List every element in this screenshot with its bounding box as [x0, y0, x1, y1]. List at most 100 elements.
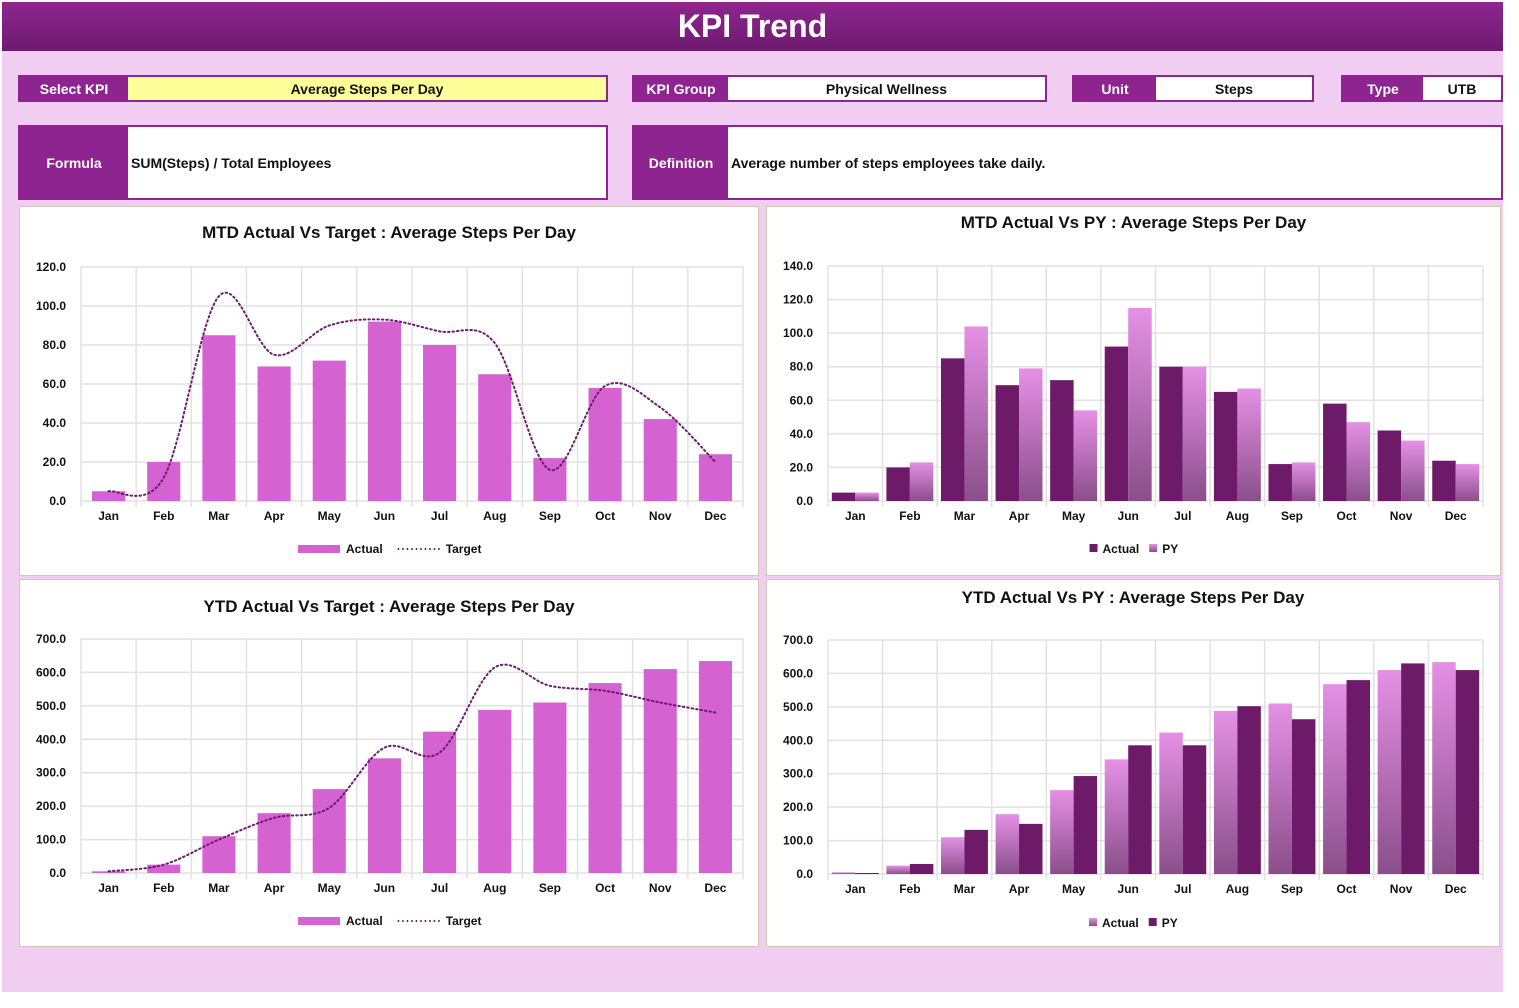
bar-actual [643, 419, 677, 501]
dashboard: KPI Trend Select KPI Average Steps Per D… [2, 2, 1503, 992]
bar-py [909, 462, 934, 501]
x-tick-label: Jun [374, 509, 395, 523]
unit-field: Unit Steps [1072, 75, 1314, 102]
y-tick-label: 200.0 [36, 799, 66, 813]
select-kpi-dropdown[interactable]: Average Steps Per Day [128, 77, 606, 100]
bar-actual [1268, 464, 1292, 501]
x-tick-label: Nov [649, 881, 672, 895]
bar-actual [1323, 684, 1347, 874]
x-tick-label: Jun [1118, 509, 1139, 523]
legend-swatch-actual [298, 545, 340, 553]
bar-py [1019, 368, 1043, 501]
y-tick-label: 600.0 [36, 665, 66, 679]
kpi-group-value: Physical Wellness [728, 77, 1045, 100]
definition-value: Average number of steps employees take d… [728, 127, 1501, 198]
chart-canvas: 0.0 20.0 40.0 60.0 80.0 100.0 120.0 140.0 Jan Feb… [783, 259, 1484, 556]
y-tick-label: 700.0 [783, 633, 813, 647]
bar-actual [995, 814, 1020, 874]
x-tick-label: Jan [845, 882, 866, 896]
bar-actual [1377, 430, 1402, 501]
chart-canvas: 0.0 20.0 40.0 60.0 80.0 100.0 120.0 Jan Feb Mar Ap… [36, 260, 744, 556]
line-target [107, 292, 717, 497]
bar-py [1401, 440, 1425, 501]
definition-label: Definition [648, 154, 714, 171]
x-tick-label: Aug [1226, 509, 1249, 523]
x-tick-label: Apr [264, 509, 285, 523]
x-tick-label: Dec [704, 881, 726, 895]
y-tick-label: 60.0 [43, 377, 67, 391]
bar-actual [533, 702, 567, 873]
legend-label: PY [1162, 916, 1178, 930]
bar-actual [940, 837, 965, 874]
unit-value: Steps [1156, 77, 1312, 100]
bar-actual [1104, 759, 1129, 874]
x-tick-label: May [1062, 882, 1086, 896]
y-tick-label: 120.0 [783, 293, 813, 307]
x-tick-label: Sep [1281, 509, 1303, 523]
unit-label: Unit [1101, 80, 1129, 97]
y-tick-label: 0.0 [796, 867, 813, 881]
x-tick-label: Jul [1174, 882, 1191, 896]
y-tick-label: 0.0 [49, 866, 66, 880]
chart-title: MTD Actual Vs PY : Average Steps Per Day [960, 213, 1307, 232]
bar-py [1291, 462, 1316, 501]
x-tick-label: Apr [1009, 509, 1030, 523]
bar-py [855, 872, 879, 874]
x-tick-label: May [318, 509, 342, 523]
y-tick-label: 500.0 [36, 699, 66, 713]
bar-actual [698, 661, 732, 873]
bar-actual [886, 467, 910, 501]
x-tick-label: Sep [1281, 882, 1303, 896]
legend-label: Actual [346, 914, 383, 928]
chart-title: YTD Actual Vs PY : Average Steps Per Day [961, 588, 1305, 607]
bar-py [964, 829, 988, 874]
bar-actual [1104, 346, 1129, 501]
x-tick-label: Apr [1009, 882, 1030, 896]
x-tick-label: Oct [1337, 509, 1357, 523]
bar-actual [312, 789, 346, 873]
line-target [107, 663, 717, 873]
legend-swatch-py [1149, 544, 1158, 552]
bar-actual [1159, 366, 1183, 501]
x-tick-label: Feb [153, 881, 174, 895]
y-tick-label: 0.0 [796, 494, 813, 508]
y-tick-label: 0.0 [49, 494, 66, 508]
y-tick-label: 20.0 [790, 460, 814, 474]
x-tick-label: Feb [899, 509, 920, 523]
kpi-group-field: KPI Group Physical Wellness [632, 75, 1047, 102]
bar-actual [202, 836, 236, 873]
bar-py [1455, 670, 1480, 874]
x-tick-label: Nov [1390, 509, 1413, 523]
select-kpi-label: Select KPI [39, 80, 109, 97]
bar-actual [1159, 732, 1183, 874]
y-tick-label: 100.0 [36, 833, 66, 847]
bar-py [1346, 680, 1371, 874]
x-tick-label: Sep [539, 881, 561, 895]
bar-actual [1213, 391, 1238, 501]
formula-label: Formula [46, 154, 102, 171]
bar-actual [423, 345, 457, 501]
x-tick-label: Feb [153, 509, 174, 523]
mtd-actual-vs-py-chart: MTD Actual Vs PY : Average Steps Per Day… [766, 206, 1501, 576]
x-tick-label: Sep [539, 509, 561, 523]
legend-label: PY [1162, 542, 1178, 556]
ytd-actual-vs-target-chart: YTD Actual Vs Target : Average Steps Per… [19, 579, 759, 947]
x-tick-label: Nov [1390, 882, 1413, 896]
ytd-actual-vs-py-chart: YTD Actual Vs PY : Average Steps Per Day… [766, 579, 1500, 947]
bar-actual [423, 731, 457, 873]
legend-swatch-actual [298, 917, 340, 925]
x-tick-label: Oct [595, 509, 615, 523]
type-value: UTB [1423, 77, 1501, 100]
x-tick-label: Aug [1226, 882, 1249, 896]
y-tick-label: 300.0 [36, 766, 66, 780]
y-tick-label: 100.0 [783, 326, 813, 340]
bar-py [1128, 307, 1152, 501]
y-tick-label: 300.0 [783, 767, 813, 781]
legend-label: Actual [1103, 542, 1140, 556]
y-tick-label: 140.0 [783, 259, 813, 273]
bar-actual [886, 865, 910, 874]
bar-actual [147, 864, 181, 873]
type-label: Type [1367, 80, 1399, 97]
bar-actual [367, 758, 401, 873]
y-tick-label: 120.0 [36, 260, 66, 274]
